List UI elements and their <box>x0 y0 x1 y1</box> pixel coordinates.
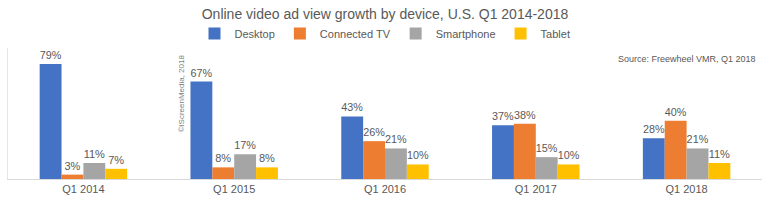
svg-text:79%: 79% <box>40 49 62 61</box>
svg-text:11%: 11% <box>709 148 730 160</box>
svg-text:10%: 10% <box>558 149 580 161</box>
svg-text:8%: 8% <box>259 152 275 164</box>
svg-text:21%: 21% <box>687 133 709 145</box>
svg-text:21%: 21% <box>385 133 407 145</box>
svg-text:Smartphone: Smartphone <box>436 28 496 40</box>
svg-text:Desktop: Desktop <box>235 28 275 40</box>
svg-text:Q1 2017: Q1 2017 <box>515 183 557 195</box>
svg-text:15%: 15% <box>536 142 558 154</box>
svg-text:43%: 43% <box>341 101 363 113</box>
svg-text:37%: 37% <box>492 110 514 122</box>
svg-text:Q1 2018: Q1 2018 <box>665 183 707 195</box>
svg-text:38%: 38% <box>514 109 536 121</box>
svg-text:8%: 8% <box>215 152 231 164</box>
svg-text:Source: Freewheel VMR, Q1 2018: Source: Freewheel VMR, Q1 2018 <box>618 54 756 64</box>
svg-text:Connected TV: Connected TV <box>320 28 391 40</box>
svg-text:10%: 10% <box>407 149 429 161</box>
svg-text:26%: 26% <box>363 126 385 138</box>
svg-text:Q1 2015: Q1 2015 <box>213 183 255 195</box>
svg-text:17%: 17% <box>234 139 256 151</box>
svg-text:40%: 40% <box>665 106 687 118</box>
svg-text:©iScreenMedia, 2018: ©iScreenMedia, 2018 <box>177 55 186 133</box>
svg-text:Q1 2016: Q1 2016 <box>364 183 406 195</box>
svg-text:Tablet: Tablet <box>541 28 570 40</box>
svg-text:7%: 7% <box>108 154 124 166</box>
svg-text:28%: 28% <box>643 123 665 135</box>
svg-text:67%: 67% <box>190 67 212 79</box>
svg-text:3%: 3% <box>64 160 80 172</box>
svg-text:Q1 2014: Q1 2014 <box>62 183 104 195</box>
svg-text:11%: 11% <box>84 148 105 160</box>
svg-text:Online video ad view growth by: Online video ad view growth by device, U… <box>202 6 569 22</box>
